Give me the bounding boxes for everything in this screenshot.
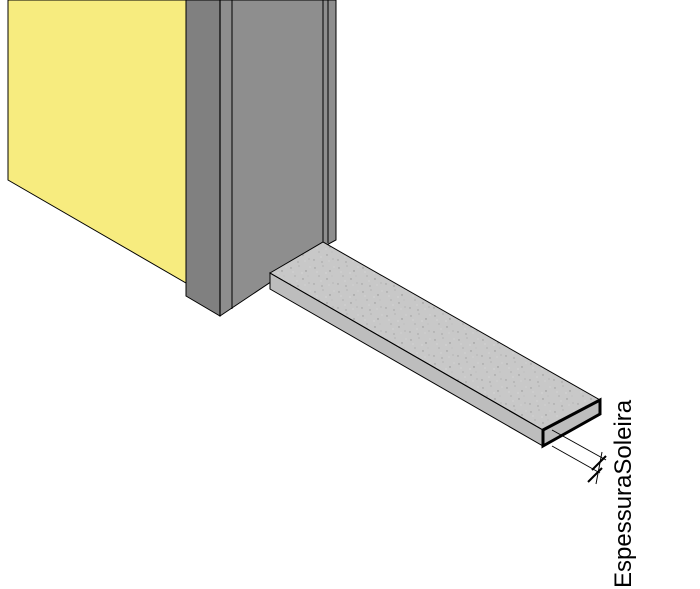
sill-top-edge — [269, 272, 544, 431]
frame-side-face — [185, 0, 221, 317]
dimension-line — [595, 451, 603, 485]
frame-back-face — [322, 0, 337, 248]
dimension-extension-line-top — [551, 429, 607, 461]
threshold-sill — [269, 241, 602, 449]
sill-end-face — [541, 397, 602, 449]
thickness-dimension: EspessuraSoleira — [551, 399, 637, 588]
dimension-label: EspessuraSoleira — [610, 399, 637, 588]
sill-top-face — [269, 241, 602, 431]
dimension-tick-top — [591, 455, 607, 471]
dimension-tick-bottom — [587, 467, 603, 483]
door-panel — [7, 0, 187, 284]
door-frame — [185, 0, 337, 317]
dimension-extension-line-bottom — [551, 445, 601, 474]
